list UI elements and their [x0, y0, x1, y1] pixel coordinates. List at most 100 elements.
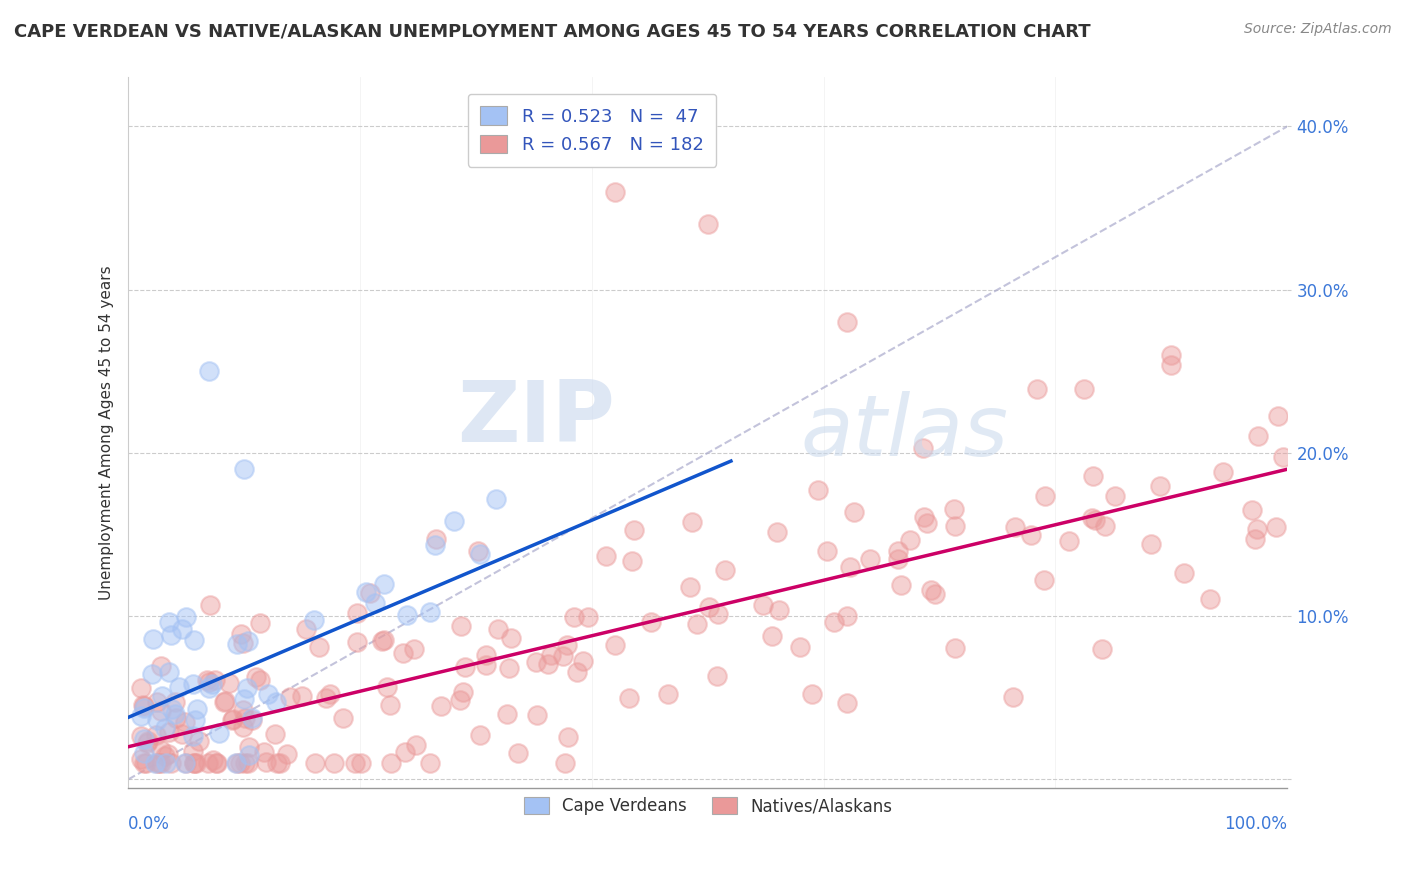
Point — [467, 543, 489, 558]
Point — [1094, 518, 1116, 533]
Legend: Cape Verdeans, Natives/Alaskans: Cape Verdeans, Natives/Alaskans — [517, 790, 898, 822]
Point — [181, 677, 204, 691]
Point — [233, 711, 256, 725]
Point — [1104, 489, 1126, 503]
Point — [235, 681, 257, 696]
Text: Source: ZipAtlas.com: Source: ZipAtlas.com — [1244, 22, 1392, 37]
Point — [249, 615, 271, 630]
Point — [157, 725, 180, 739]
Point — [371, 634, 394, 648]
Point — [236, 756, 259, 770]
Point — [917, 516, 939, 530]
Point — [524, 655, 547, 669]
Point — [823, 615, 845, 629]
Point — [657, 687, 679, 701]
Point — [218, 675, 240, 690]
Point — [155, 721, 177, 735]
Point — [157, 665, 180, 680]
Point — [291, 690, 314, 704]
Point — [423, 538, 446, 552]
Point — [1173, 566, 1195, 580]
Point — [506, 746, 529, 760]
Point — [295, 622, 318, 636]
Point — [681, 515, 703, 529]
Point — [254, 755, 277, 769]
Point — [1149, 479, 1171, 493]
Point — [801, 687, 824, 701]
Point — [576, 610, 599, 624]
Point — [184, 756, 207, 770]
Point — [181, 729, 204, 743]
Point — [1160, 358, 1182, 372]
Point — [150, 756, 173, 770]
Point — [315, 691, 337, 706]
Point — [572, 654, 595, 668]
Point — [221, 712, 243, 726]
Point — [886, 552, 908, 566]
Point — [228, 756, 250, 770]
Point — [319, 687, 342, 701]
Point — [1140, 537, 1163, 551]
Point — [198, 681, 221, 695]
Point — [1160, 348, 1182, 362]
Text: 100.0%: 100.0% — [1225, 815, 1288, 833]
Point — [160, 628, 183, 642]
Point — [419, 756, 441, 770]
Point — [679, 580, 702, 594]
Point — [1198, 591, 1220, 606]
Point — [198, 674, 221, 689]
Point — [640, 615, 662, 629]
Point — [264, 695, 287, 709]
Point — [145, 695, 167, 709]
Point — [174, 756, 197, 770]
Point — [617, 690, 640, 705]
Point — [380, 756, 402, 770]
Point — [890, 577, 912, 591]
Point — [1019, 528, 1042, 542]
Point — [134, 699, 156, 714]
Point — [132, 701, 155, 715]
Point — [245, 670, 267, 684]
Point — [1081, 469, 1104, 483]
Point — [135, 756, 157, 770]
Point — [943, 641, 966, 656]
Point — [375, 680, 398, 694]
Point — [238, 739, 260, 754]
Point — [183, 756, 205, 770]
Point — [172, 727, 194, 741]
Point — [346, 606, 368, 620]
Point — [170, 622, 193, 636]
Point — [302, 614, 325, 628]
Point — [129, 709, 152, 723]
Point — [236, 634, 259, 648]
Point — [198, 364, 221, 378]
Point — [498, 661, 520, 675]
Point — [1073, 382, 1095, 396]
Point — [373, 632, 395, 647]
Point — [129, 681, 152, 695]
Point — [839, 560, 862, 574]
Point — [232, 720, 254, 734]
Text: CAPE VERDEAN VS NATIVE/ALASKAN UNEMPLOYMENT AMONG AGES 45 TO 54 YEARS CORRELATIO: CAPE VERDEAN VS NATIVE/ALASKAN UNEMPLOYM… — [14, 22, 1091, 40]
Text: atlas: atlas — [800, 391, 1008, 474]
Point — [1001, 690, 1024, 705]
Point — [225, 756, 247, 770]
Point — [344, 756, 367, 770]
Point — [174, 714, 197, 729]
Point — [1244, 532, 1267, 546]
Point — [789, 640, 811, 654]
Point — [231, 627, 253, 641]
Point — [526, 708, 548, 723]
Point — [157, 615, 180, 630]
Point — [253, 745, 276, 759]
Point — [900, 533, 922, 547]
Point — [425, 532, 447, 546]
Point — [163, 694, 186, 708]
Point — [696, 218, 718, 232]
Point — [942, 501, 965, 516]
Point — [150, 659, 173, 673]
Point — [1265, 519, 1288, 533]
Point — [207, 756, 229, 770]
Point — [394, 745, 416, 759]
Point — [212, 695, 235, 709]
